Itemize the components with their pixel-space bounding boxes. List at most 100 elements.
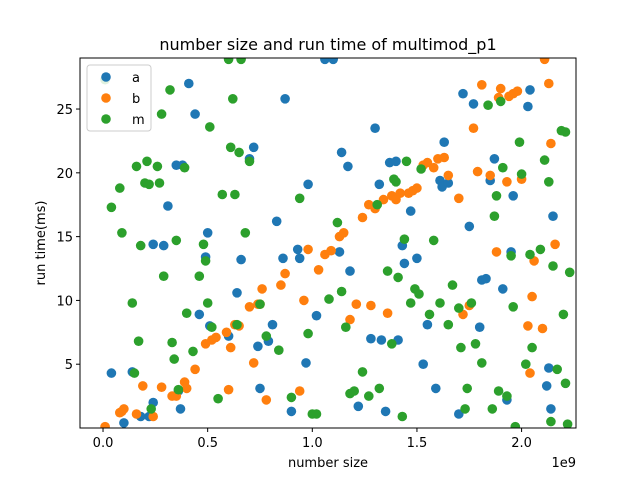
point-m-105: [552, 364, 562, 375]
point-a-20: [232, 288, 242, 298]
point-b-3: [119, 404, 129, 414]
point-m-49: [311, 409, 322, 419]
point-a-5: [148, 239, 158, 250]
point-m-70: [414, 289, 424, 299]
point-m-57: [364, 391, 374, 401]
point-b-12: [190, 364, 200, 375]
point-b-37: [345, 314, 355, 325]
point-m-82: [470, 339, 481, 349]
point-m-68: [405, 298, 416, 308]
point-b-22: [248, 358, 259, 368]
point-b-67: [502, 177, 512, 187]
point-b-63: [485, 170, 496, 181]
point-m-102: [544, 177, 554, 187]
point-a-77: [525, 85, 535, 95]
point-a-75: [508, 191, 518, 201]
point-m-32: [217, 189, 228, 200]
point-a-1: [119, 418, 129, 428]
point-a-55: [412, 253, 422, 264]
point-b-61: [472, 166, 483, 177]
point-a-71: [489, 154, 500, 164]
point-a-72: [498, 284, 508, 294]
point-m-63: [391, 177, 401, 187]
point-a-64: [458, 88, 468, 99]
point-m-3: [117, 228, 127, 238]
point-m-50: [324, 294, 334, 304]
point-m-111: [564, 267, 575, 278]
point-m-58: [372, 199, 383, 210]
plot-frame: [79, 57, 577, 429]
point-b-44: [382, 308, 393, 319]
point-m-87: [491, 191, 502, 201]
point-b-25: [257, 284, 267, 294]
point-a-78: [541, 381, 552, 391]
point-m-5: [129, 368, 140, 378]
point-m-97: [521, 359, 531, 370]
point-m-94: [510, 421, 521, 428]
point-a-7: [158, 240, 169, 251]
point-b-55: [439, 152, 450, 163]
point-a-39: [334, 247, 345, 257]
point-a-54: [405, 206, 416, 216]
point-m-13: [152, 161, 163, 172]
point-m-72: [424, 309, 435, 320]
point-a-25: [255, 383, 265, 394]
point-a-33: [294, 253, 305, 264]
point-m-108: [560, 378, 571, 389]
y-axis-label: run time(ms): [34, 201, 49, 286]
point-m-46: [294, 193, 305, 204]
point-b-36: [338, 228, 349, 238]
point-a-61: [439, 137, 450, 147]
point-b-38: [351, 299, 362, 310]
point-b-16: [221, 327, 232, 338]
data-points: [100, 58, 575, 428]
point-b-60: [468, 123, 479, 133]
point-b-56: [443, 170, 454, 181]
point-a-58: [431, 383, 441, 394]
point-b-4: [131, 409, 142, 419]
point-b-18: [223, 384, 234, 395]
point-m-45: [286, 392, 297, 403]
point-m-109: [560, 127, 571, 137]
y-tick-label-2: 15: [56, 231, 73, 246]
point-a-66: [468, 99, 479, 109]
point-a-65: [464, 221, 475, 232]
point-a-56: [418, 359, 429, 370]
point-b-39: [357, 212, 368, 223]
point-m-79: [460, 404, 470, 414]
point-m-25: [194, 271, 205, 282]
point-m-38: [234, 147, 244, 158]
point-m-10: [142, 156, 152, 167]
point-b-26: [261, 395, 272, 405]
legend-label-m: m: [132, 113, 145, 128]
point-a-34: [301, 358, 311, 368]
point-m-36: [230, 189, 240, 200]
point-b-32: [313, 265, 324, 275]
point-m-44: [274, 345, 284, 356]
point-a-21: [236, 254, 246, 265]
point-m-43: [261, 331, 272, 341]
point-b-34: [326, 245, 336, 256]
point-m-20: [171, 235, 182, 246]
point-a-40: [336, 147, 347, 158]
point-m-12: [146, 404, 156, 414]
legend-label-b: b: [132, 92, 140, 107]
point-a-17: [202, 228, 213, 238]
point-b-77: [539, 58, 550, 65]
point-m-11: [144, 179, 154, 190]
point-a-23: [248, 142, 259, 153]
point-m-41: [244, 156, 255, 167]
point-a-42: [345, 266, 355, 276]
point-a-62: [443, 178, 454, 188]
point-m-86: [489, 211, 500, 221]
point-m-103: [546, 416, 556, 427]
point-m-28: [202, 298, 213, 308]
point-a-36: [311, 310, 322, 321]
point-b-29: [294, 386, 305, 396]
point-m-40: [240, 228, 251, 238]
point-a-30: [280, 94, 290, 104]
point-m-85: [487, 404, 498, 414]
point-b-27: [276, 280, 286, 290]
point-b-57: [454, 193, 464, 204]
point-m-95: [514, 137, 525, 147]
